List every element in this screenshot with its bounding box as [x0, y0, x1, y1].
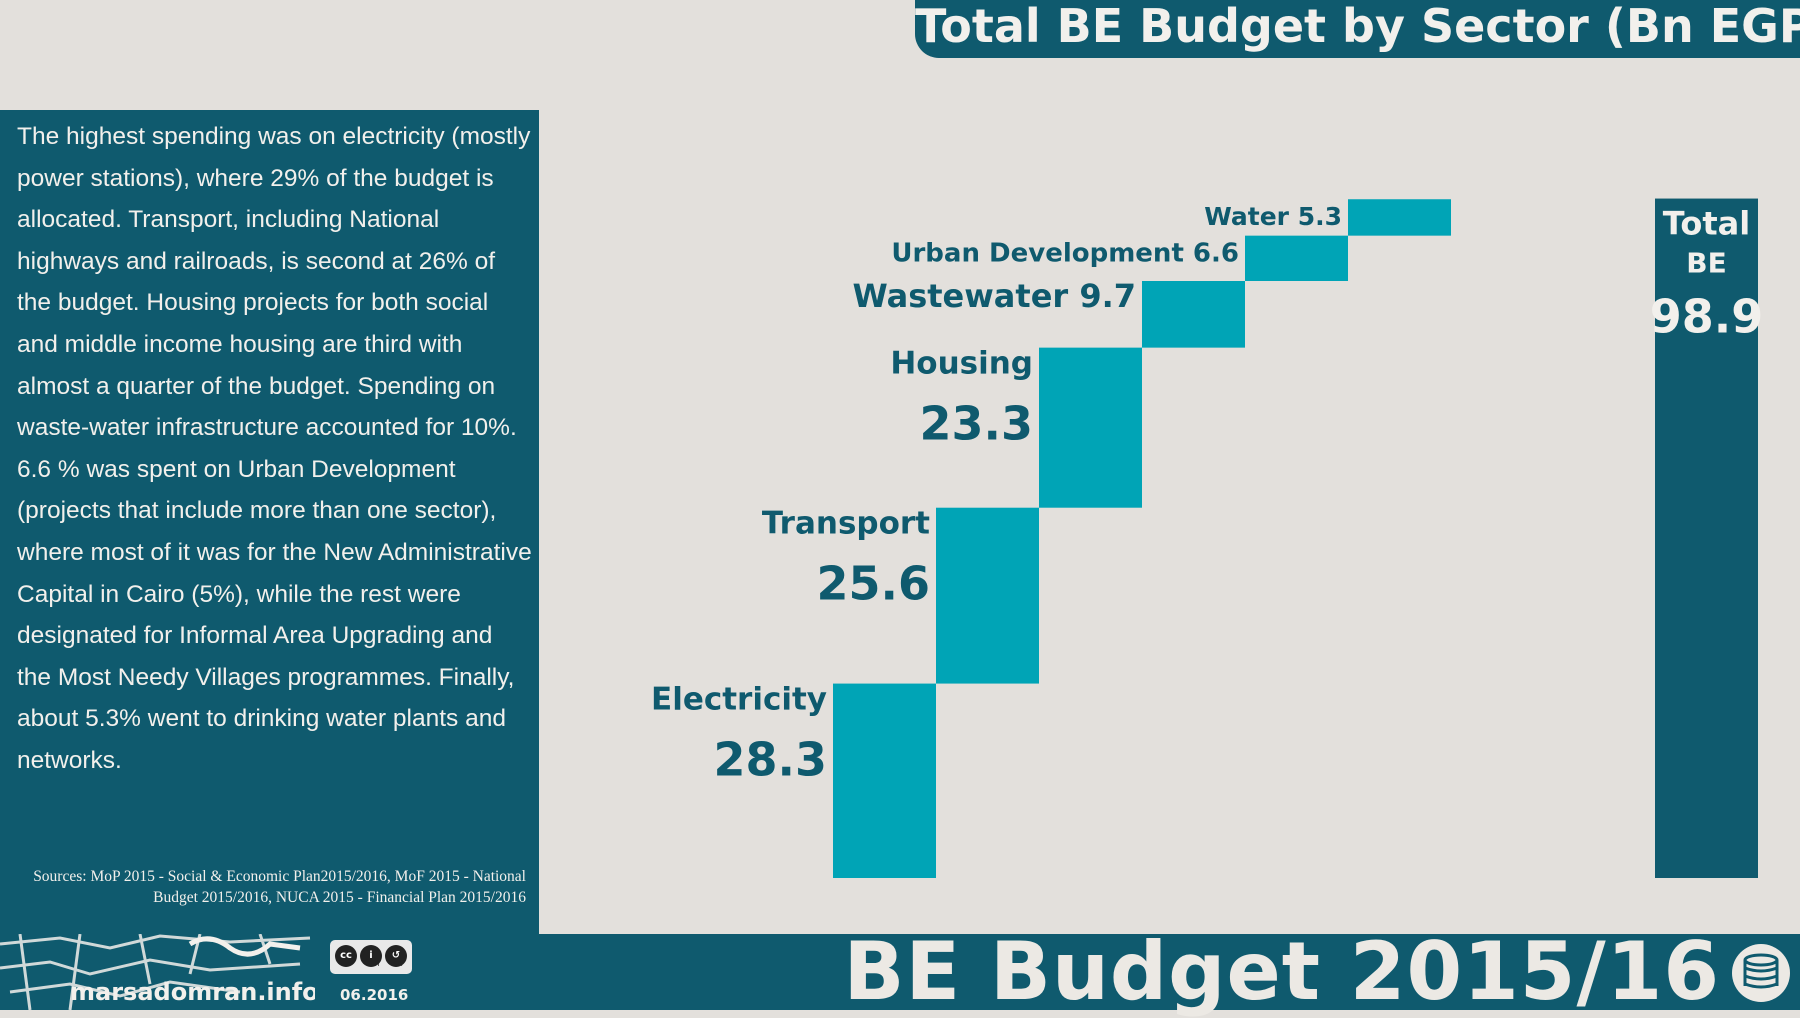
sources-text: Sources: MoP 2015 - Social & Economic Pl…	[33, 868, 526, 906]
bar-wastewater	[1142, 280, 1245, 348]
value-electricity: 28.3	[714, 733, 828, 787]
label-housing: Housing	[890, 346, 1033, 382]
bar-housing	[1039, 347, 1142, 508]
total-value: 98.9	[1650, 290, 1764, 344]
description-panel: The highest spending was on electricity …	[0, 110, 539, 934]
label-electricity: Electricity	[651, 682, 827, 718]
value-transport: 25.6	[817, 557, 931, 611]
footer-title: BE Budget 2015/16	[843, 925, 1720, 1018]
marsadomran-logo: marsadomran.info	[0, 934, 315, 1010]
value-housing: 23.3	[920, 397, 1034, 451]
label-water: Water 5.3	[1204, 202, 1342, 231]
label-wastewater: Wastewater 9.7	[852, 277, 1136, 315]
coins-icon	[1732, 944, 1790, 1002]
waterfall-chart: Electricity 28.3 Transport 25.6 Housing 23.3 W…	[651, 198, 1764, 878]
total-label-line2: BE	[1686, 247, 1726, 280]
cc-icon: cc	[335, 945, 357, 967]
page-title: Total BE Budget by Sector (Bn EGP)	[915, 0, 1800, 53]
bar-electricity	[833, 683, 936, 878]
label-urban-development: Urban Development 6.6	[891, 239, 1239, 269]
cc-license-badge: cc i ↺	[330, 940, 412, 974]
publish-date: 06.2016	[340, 986, 409, 1004]
bar-total	[1655, 198, 1758, 878]
total-label-line1: Total	[1663, 205, 1750, 243]
logo-url: marsadomran.info	[70, 978, 315, 1006]
bar-urban-development	[1245, 235, 1348, 281]
description-text: The highest spending was on electricity …	[17, 123, 532, 774]
sa-icon: ↺	[385, 945, 407, 967]
cc-by-label: BY	[372, 960, 381, 968]
bar-transport	[936, 507, 1039, 684]
footer-bar: marsadomran.info cc i ↺ BY SA 06.2016 BE…	[0, 925, 1800, 1018]
bar-water	[1348, 199, 1451, 236]
map-pattern-icon	[0, 934, 311, 1010]
title-banner: Total BE Budget by Sector (Bn EGP)	[915, 0, 1800, 58]
label-transport: Transport	[762, 506, 930, 542]
cc-sa-label: SA	[392, 960, 403, 968]
by-icon: i	[360, 945, 382, 967]
